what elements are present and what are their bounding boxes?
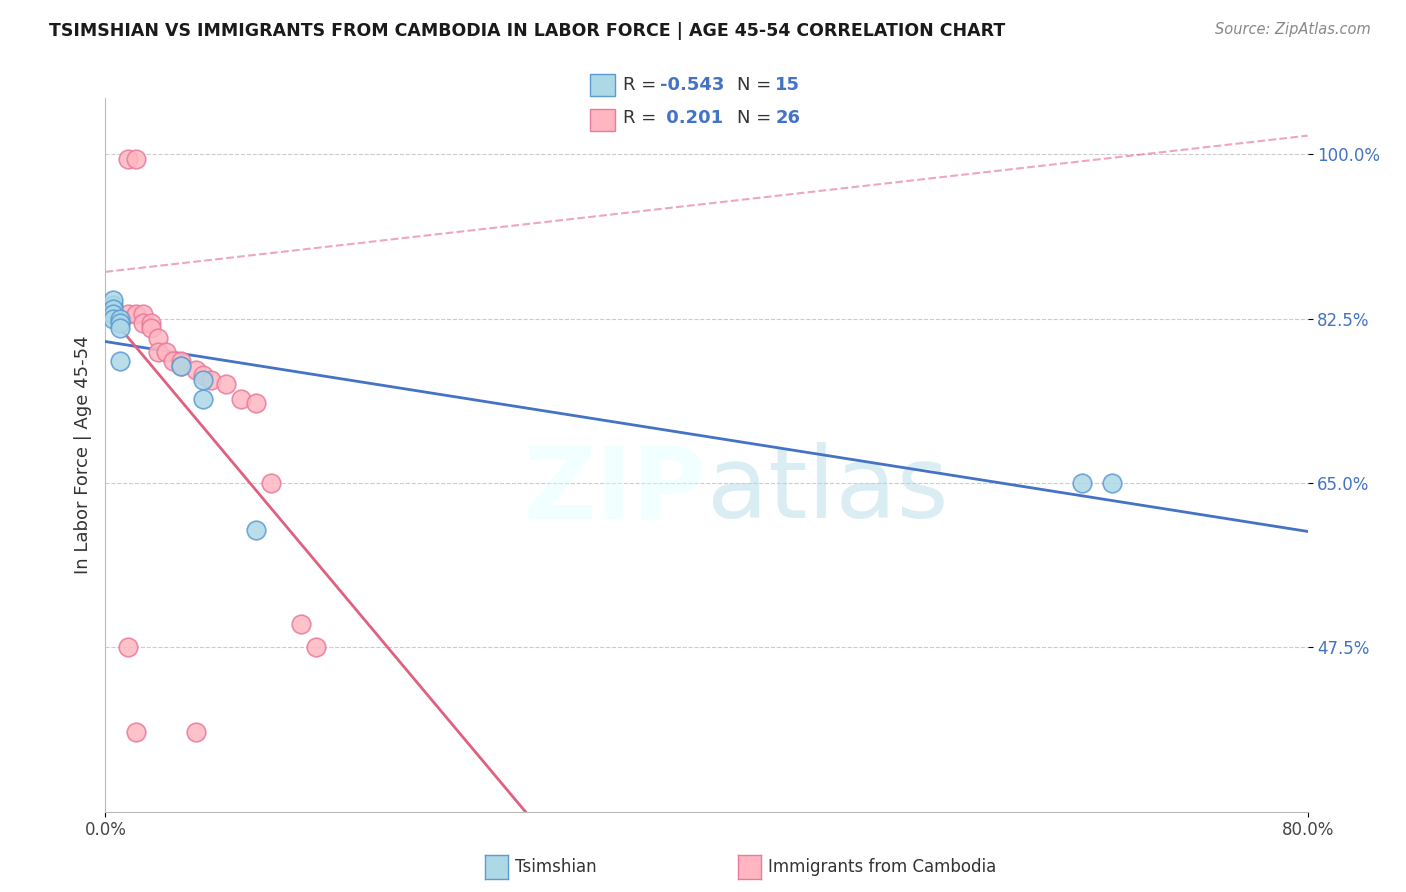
Point [260, 476, 283, 491]
Text: ZIP: ZIP [523, 442, 707, 539]
Text: R =: R = [623, 76, 662, 94]
Point [117, 307, 139, 321]
Point [191, 392, 214, 406]
Text: -0.543: -0.543 [661, 76, 724, 94]
FancyBboxPatch shape [591, 74, 614, 95]
Point [200, 373, 222, 387]
Text: Tsimshian: Tsimshian [515, 858, 596, 876]
Point [162, 354, 184, 368]
Point [139, 321, 162, 335]
Point [245, 523, 267, 537]
Point [146, 330, 169, 344]
Text: R =: R = [623, 109, 662, 127]
Point [169, 359, 191, 373]
Point [110, 311, 132, 326]
Point [155, 344, 177, 359]
Point [191, 368, 214, 383]
Point [117, 152, 139, 166]
Point [245, 396, 267, 410]
Point [290, 616, 312, 631]
Point [101, 293, 124, 307]
Point [117, 640, 139, 655]
Text: N =: N = [737, 109, 778, 127]
Point [229, 392, 252, 406]
Point [101, 307, 124, 321]
Point [101, 302, 124, 317]
FancyBboxPatch shape [591, 109, 614, 131]
Point [101, 298, 124, 312]
Text: TSIMSHIAN VS IMMIGRANTS FROM CAMBODIA IN LABOR FORCE | AGE 45-54 CORRELATION CHA: TSIMSHIAN VS IMMIGRANTS FROM CAMBODIA IN… [49, 22, 1005, 40]
Point [110, 354, 132, 368]
Point [169, 359, 191, 373]
Point [184, 725, 207, 739]
Text: 15: 15 [776, 76, 800, 94]
Point [132, 317, 155, 331]
Point [110, 321, 132, 335]
Point [305, 640, 328, 655]
Text: N =: N = [737, 76, 778, 94]
Y-axis label: In Labor Force | Age 45-54: In Labor Force | Age 45-54 [73, 335, 91, 574]
Point [132, 307, 155, 321]
Text: 0.201: 0.201 [661, 109, 723, 127]
Point [124, 725, 146, 739]
Point [191, 373, 214, 387]
Point [101, 311, 124, 326]
Point [169, 354, 191, 368]
Point [124, 152, 146, 166]
Point [146, 344, 169, 359]
Point [139, 317, 162, 331]
Point [1101, 476, 1123, 491]
Text: Source: ZipAtlas.com: Source: ZipAtlas.com [1215, 22, 1371, 37]
Point [184, 363, 207, 377]
Point [214, 377, 236, 392]
Text: Immigrants from Cambodia: Immigrants from Cambodia [768, 858, 995, 876]
Text: 26: 26 [776, 109, 800, 127]
Point [1071, 476, 1094, 491]
Point [124, 307, 146, 321]
Point [110, 317, 132, 331]
Text: atlas: atlas [707, 442, 948, 539]
